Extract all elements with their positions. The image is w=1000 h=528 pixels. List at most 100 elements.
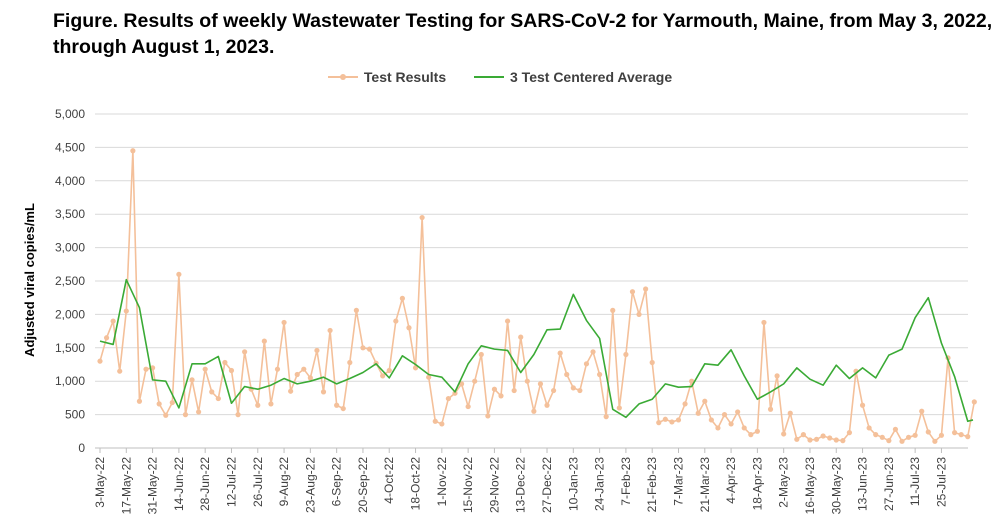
test-result-point: [557, 350, 563, 356]
x-tick-label: 30-May-23: [829, 457, 843, 515]
test-result-point: [123, 308, 129, 314]
test-result-point: [636, 311, 642, 317]
test-result-point: [590, 349, 596, 355]
test-result-point: [912, 432, 918, 438]
test-result-point: [892, 426, 899, 432]
x-tick-label: 13-Dec-22: [514, 457, 528, 513]
test-result-point: [426, 374, 432, 380]
y-tick-label: 1,000: [55, 374, 85, 388]
test-result-point: [623, 351, 629, 358]
x-tick-label: 20-Sep-22: [356, 457, 370, 513]
test-result-point: [728, 421, 734, 427]
test-result-point: [971, 399, 977, 405]
test-result-point: [215, 395, 221, 402]
test-result-point: [833, 437, 839, 443]
test-result-point: [761, 319, 767, 326]
test-result-point: [669, 419, 675, 425]
test-result-point: [301, 366, 307, 372]
test-result-point: [202, 366, 208, 372]
test-result-point: [255, 402, 261, 408]
x-tick-label: 1-Nov-22: [435, 457, 449, 507]
test-result-point: [458, 381, 465, 387]
test-result-point: [925, 429, 931, 435]
test-result-point: [97, 358, 103, 364]
test-result-point: [380, 373, 386, 379]
test-result-point: [465, 403, 471, 410]
test-result-point: [629, 289, 636, 295]
legend-item-centered-average: 3 Test Centered Average: [474, 69, 672, 85]
x-tick-label: 18-Oct-22: [409, 457, 423, 511]
test-result-point: [314, 347, 320, 354]
test-result-point: [754, 428, 760, 434]
test-result-point: [695, 410, 701, 416]
x-tick-label: 27-Jun-23: [882, 457, 896, 511]
x-tick-label: 31-May-22: [146, 457, 160, 515]
test-result-point: [846, 430, 853, 436]
x-tick-label: 29-Nov-22: [487, 457, 501, 513]
x-tick-label: 25-Jul-23: [934, 457, 948, 507]
legend-item-test-results: Test Results: [327, 69, 447, 85]
test-result-point: [919, 408, 925, 414]
test-result-point: [412, 365, 419, 371]
test-result-point: [827, 435, 833, 441]
test-result-point: [583, 361, 590, 367]
test-result-point: [268, 401, 274, 407]
test-result-point: [767, 406, 774, 412]
test-result-point: [951, 430, 958, 436]
test-result-point: [570, 385, 576, 391]
test-result-point: [504, 318, 511, 324]
centered-average-line: [99, 278, 974, 423]
legend-label-test-results: Test Results: [363, 69, 447, 85]
chart-legend: Test Results 3 Test Centered Average: [0, 69, 1000, 85]
x-tick-label: 14-Jun-22: [172, 457, 186, 511]
test-result-point: [485, 413, 491, 419]
test-result-point: [597, 371, 603, 378]
test-result-point: [879, 434, 885, 440]
test-result-point: [136, 398, 143, 404]
y-tick-label: 2,500: [55, 274, 85, 288]
test-result-point: [419, 214, 425, 221]
test-result-point: [189, 377, 195, 383]
test-result-point: [399, 295, 405, 301]
x-tick-label: 21-Mar-23: [698, 457, 712, 513]
test-result-point: [794, 436, 800, 442]
test-result-point: [386, 367, 392, 374]
y-tick-label: 1,500: [55, 341, 85, 355]
test-result-point: [800, 432, 806, 438]
test-result-point: [393, 318, 399, 324]
test-result-point: [288, 388, 294, 394]
x-tick-label: 13-Jun-23: [856, 457, 870, 511]
test-result-point: [294, 371, 300, 378]
y-tick-label: 4,000: [55, 174, 85, 188]
legend-label-centered-average: 3 Test Centered Average: [510, 69, 673, 85]
legend-swatch-centered-average: [474, 72, 504, 82]
test-result-point: [899, 438, 905, 444]
test-result-point: [130, 148, 136, 154]
test-result-point: [235, 412, 241, 418]
test-result-point: [787, 410, 793, 416]
test-result-point: [334, 402, 340, 408]
test-result-point: [886, 438, 892, 444]
test-result-point: [616, 405, 622, 411]
x-tick-label: 6-Sep-22: [330, 457, 344, 507]
test-result-point: [735, 409, 741, 415]
test-result-point: [406, 325, 412, 331]
x-tick-label: 21-Feb-23: [645, 457, 659, 513]
test-result-point: [445, 395, 452, 402]
test-result-point: [662, 416, 668, 422]
test-result-point: [261, 338, 267, 344]
test-result-point: [781, 431, 787, 437]
test-result-point: [748, 432, 754, 438]
x-tick-label: 4-Oct-22: [382, 457, 396, 504]
x-tick-label: 10-Jan-23: [566, 457, 580, 511]
test-result-point: [708, 417, 714, 423]
test-result-point: [866, 425, 872, 431]
test-result-point: [327, 327, 333, 334]
test-result-point: [840, 438, 846, 444]
x-tick-label: 17-May-22: [119, 457, 133, 515]
test-result-point: [965, 434, 971, 440]
test-result-point: [156, 401, 162, 407]
test-result-point: [550, 387, 557, 394]
x-tick-label: 23-Aug-22: [303, 457, 317, 513]
test-result-point: [274, 366, 281, 372]
